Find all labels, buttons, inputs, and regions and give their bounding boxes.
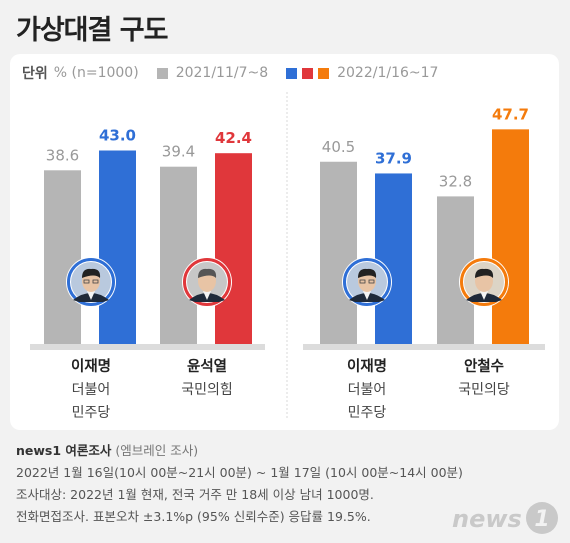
value-label-current: 47.7 [492, 105, 529, 123]
candidate-name: 이재명 [347, 357, 387, 375]
footer-line2: 조사대상: 2022년 1월 현재, 전국 거주 만 18세 이상 남녀 100… [16, 487, 374, 502]
party-label: 국민의당 [458, 382, 510, 398]
legend-swatch-red [302, 67, 314, 79]
bar-current [215, 153, 252, 344]
news1-logo: news 1 [452, 502, 558, 534]
value-label-current: 43.0 [99, 127, 136, 145]
avatar-lee-photo [66, 257, 116, 307]
legend-period1: 2021/11/7~8 [175, 65, 269, 81]
avatar-yoon-photo [182, 257, 232, 307]
party-label: 민주당 [72, 405, 111, 421]
candidate-name: 이재명 [71, 357, 111, 375]
footer-line3: 전화면접조사. 표본오차 ±3.1%p (95% 신뢰수준) 응답률 19.5%… [16, 509, 371, 524]
footer-source: news1 여론조사 [16, 443, 112, 458]
candidate-name: 윤석열 [187, 357, 227, 375]
footer-source-sub: (엠브레인 조사) [115, 443, 199, 458]
bar-prev [160, 166, 197, 344]
value-label-prev: 38.6 [46, 146, 79, 164]
legend: 단위 % (n=1000) 2021/11/7~8 2022/1/16~17 [22, 62, 438, 84]
footer-line1: 2022년 1월 16일(10시 00분~21시 00분) ~ 1월 17일 (… [16, 465, 463, 480]
party-label: 더불어 [72, 382, 111, 398]
candidate-name: 안철수 [464, 357, 504, 375]
logo-num: 1 [534, 507, 549, 532]
bar-current [492, 129, 529, 344]
legend-swatch-orange [318, 67, 330, 79]
party-label: 더불어 [348, 382, 387, 398]
value-label-current: 37.9 [375, 149, 412, 167]
value-label-prev: 32.8 [439, 172, 472, 190]
avatar-ahn-photo [459, 257, 509, 307]
party-label: 국민의힘 [181, 382, 233, 398]
bar-current [99, 150, 136, 344]
bar-prev [320, 161, 357, 344]
bar-current [375, 173, 412, 344]
avatar-lee-photo [342, 257, 392, 307]
chart-title: 가상대결 구도 [16, 15, 168, 46]
footer: news1 여론조사 (엠브레인 조사) 2022년 1월 16일(10시 00… [16, 440, 463, 528]
party-label: 민주당 [348, 405, 387, 421]
legend-unit: % (n=1000) [53, 65, 139, 81]
legend-period2: 2022/1/16~17 [337, 65, 439, 81]
value-label-current: 42.4 [215, 129, 252, 147]
baseline-1 [303, 344, 545, 350]
legend-swatch-blue [286, 67, 298, 79]
legend-unit-label: 단위 [22, 66, 48, 82]
value-label-prev: 40.5 [322, 138, 355, 156]
legend-swatch-prev [156, 67, 168, 79]
value-label-prev: 39.4 [162, 143, 195, 161]
baseline-0 [30, 344, 265, 350]
logo-text: news [452, 505, 522, 533]
bar-prev [44, 170, 81, 344]
